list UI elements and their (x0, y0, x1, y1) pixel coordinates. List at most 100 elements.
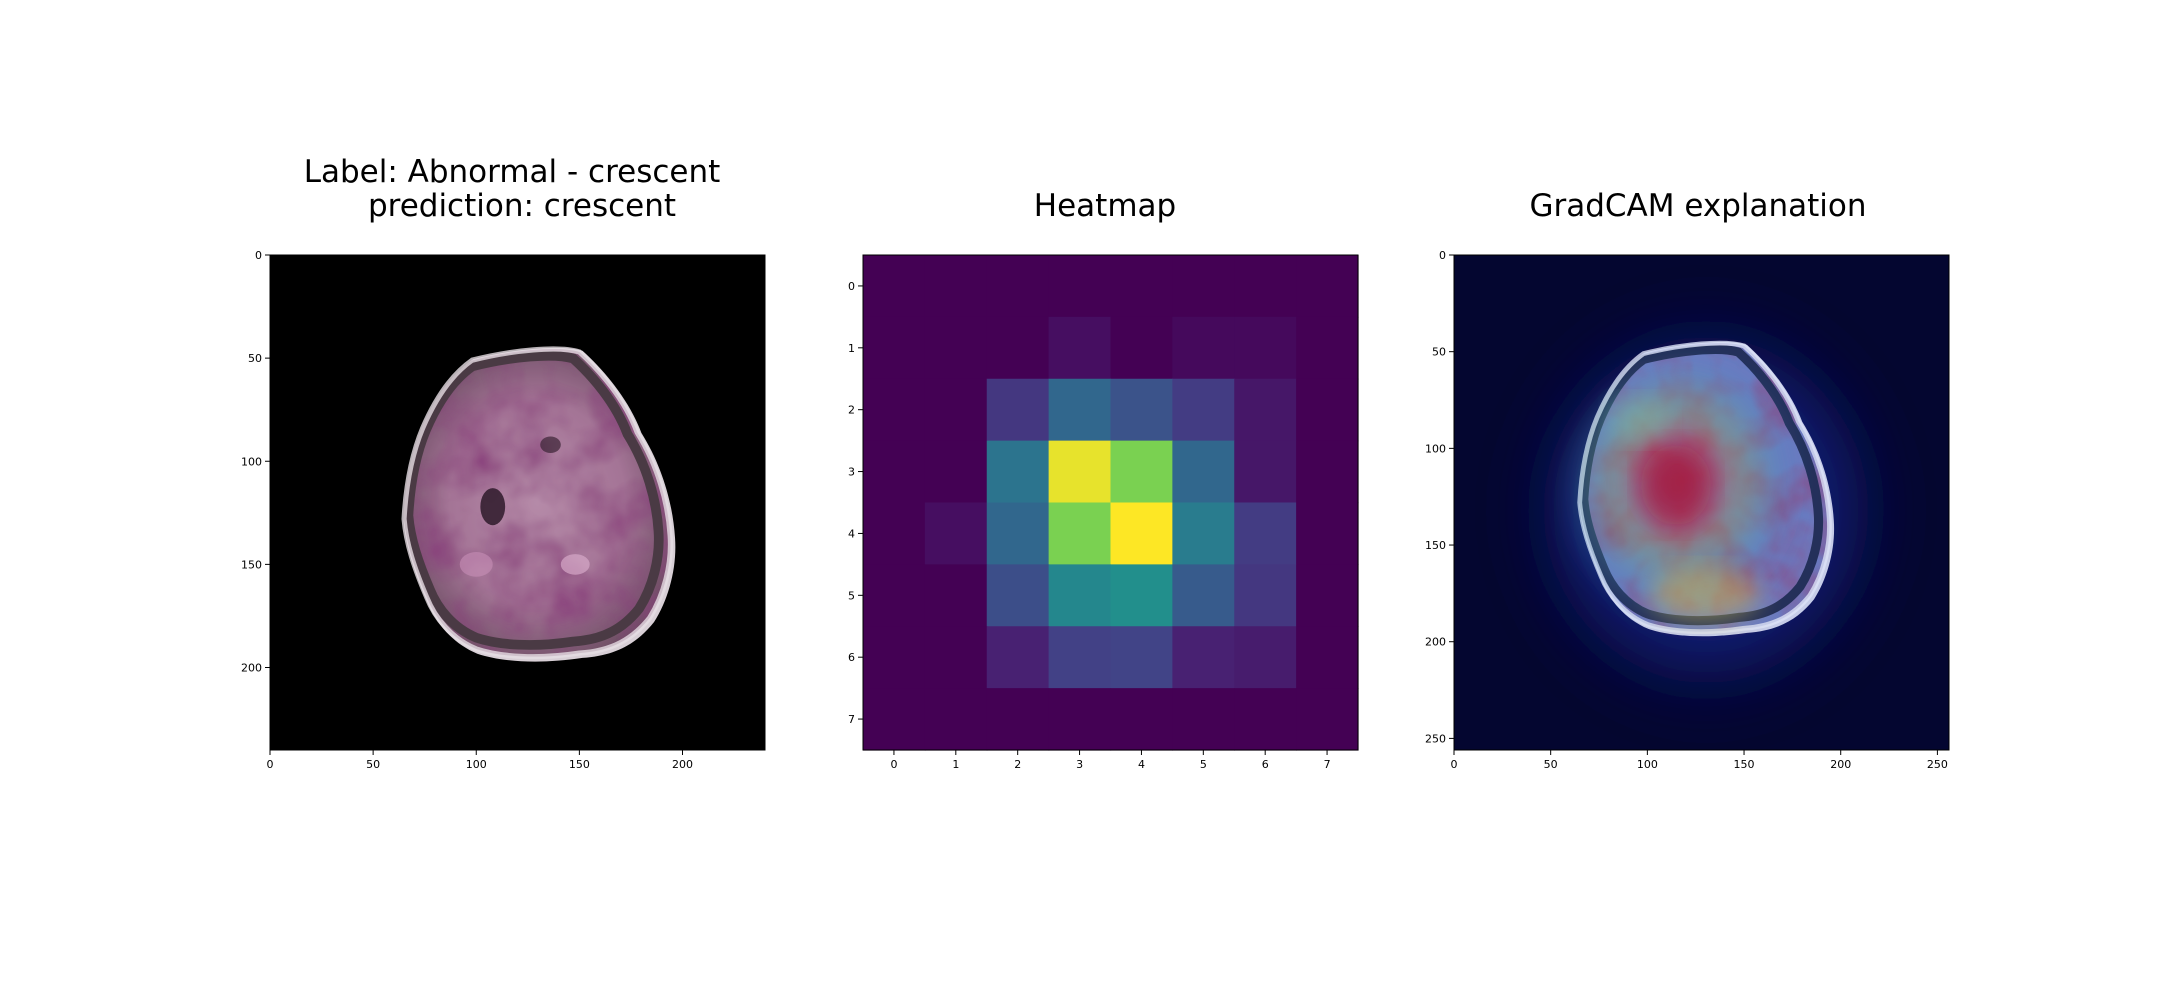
panel3-frame (1453, 254, 1950, 751)
heatmap-cell (1110, 378, 1173, 442)
panel2-axes: 0 1 2 3 4 5 6 7 0 1 2 3 4 5 6 7 (848, 280, 1331, 771)
panel2-title: Heatmap (1034, 188, 1176, 224)
heatmap-cell (1048, 564, 1112, 627)
y-tick-label: 5 (848, 589, 855, 602)
heatmap-cell (1234, 255, 1297, 318)
panel1-frame (269, 254, 766, 751)
heatmap-cell (1048, 502, 1112, 565)
heatmap-cell (1172, 440, 1235, 504)
heatmap-cell (863, 626, 926, 689)
heatmap-cell (1110, 440, 1173, 504)
heatmap-cell (986, 502, 1050, 565)
heatmap-cell (1172, 502, 1235, 565)
x-tick-label: 50 (1544, 758, 1558, 771)
y-tick-label: 250 (1425, 732, 1446, 745)
heatmap-cell (924, 255, 988, 318)
y-tick-label: 200 (1425, 636, 1446, 649)
y-tick-label: 1 (848, 342, 855, 355)
y-tick-label: 100 (1425, 442, 1446, 455)
x-tick-label: 7 (1324, 758, 1331, 771)
panel1-axes: 0 50 100 150 200 0 50 100 150 200 (241, 249, 693, 771)
heatmap-cell (1048, 440, 1112, 504)
heatmap-cell (863, 316, 926, 380)
y-tick-label: 150 (1425, 539, 1446, 552)
heatmap-cell (986, 378, 1050, 442)
x-tick-label: 200 (1830, 758, 1851, 771)
y-tick-label: 150 (241, 558, 262, 571)
panel1-title-line1: Label: Abnormal - crescent (304, 154, 721, 190)
heatmap-cell (863, 564, 926, 627)
panel-heatmap: Heatmap 0 1 2 3 4 5 6 7 0 1 2 3 4 5 6 7 (848, 188, 1359, 771)
x-tick-label: 5 (1200, 758, 1207, 771)
heatmap-cell (863, 440, 926, 504)
heatmap-cell (1296, 255, 1359, 318)
heatmap-cell (1296, 564, 1359, 627)
heatmap-cell (1234, 440, 1297, 504)
heatmap-cell (1172, 255, 1235, 318)
x-tick-label: 4 (1138, 758, 1145, 771)
x-tick-label: 150 (569, 758, 590, 771)
heatmap-cell (1172, 316, 1235, 380)
heatmap-cell (986, 316, 1050, 380)
x-tick-label: 1 (952, 758, 959, 771)
heatmap-cell (1172, 626, 1235, 689)
heatmap-cell (1234, 378, 1297, 442)
heatmap-cell (924, 626, 988, 689)
heatmap-cell (1110, 688, 1173, 751)
y-tick-label: 2 (848, 404, 855, 417)
heatmap-cell (1048, 255, 1112, 318)
y-tick-label: 200 (241, 662, 262, 675)
panel1-title-line2: prediction: crescent (368, 188, 676, 224)
heatmap-cell (1296, 502, 1359, 565)
heatmap-cell (863, 502, 926, 565)
heatmap-cell (1296, 688, 1359, 751)
panel3-title: GradCAM explanation (1529, 188, 1866, 224)
heatmap-cell (924, 564, 988, 627)
x-tick-label: 50 (366, 758, 380, 771)
heatmap-cell (924, 440, 988, 504)
heatmap-cell (863, 688, 926, 751)
y-tick-label: 0 (848, 280, 855, 293)
x-tick-label: 150 (1734, 758, 1755, 771)
heatmap-cell (1234, 502, 1297, 565)
heatmap-cell (1048, 378, 1112, 442)
x-tick-label: 100 (466, 758, 487, 771)
y-tick-label: 3 (848, 466, 855, 479)
x-tick-label: 100 (1637, 758, 1658, 771)
heatmap-cell (1172, 688, 1235, 751)
x-tick-label: 250 (1927, 758, 1948, 771)
panel-label-image: Label: Abnormal - crescent prediction: c… (241, 154, 766, 771)
heatmap-cell (1296, 626, 1359, 689)
heatmap-cell (924, 378, 988, 442)
y-tick-label: 100 (241, 455, 262, 468)
y-tick-label: 50 (1432, 346, 1446, 359)
y-tick-label: 50 (248, 352, 262, 365)
y-tick-label: 6 (848, 651, 855, 664)
heatmap-cell (1234, 688, 1297, 751)
x-tick-label: 200 (672, 758, 693, 771)
heatmap-cell (1234, 626, 1297, 689)
heatmap-cell (924, 688, 988, 751)
x-tick-label: 0 (890, 758, 897, 771)
panel1-glomerulus-photo (404, 348, 676, 662)
heatmap-cell (863, 378, 926, 442)
heatmap-cell (1110, 316, 1173, 380)
heatmap-cell (1234, 564, 1297, 627)
panel3-gradcam-overlay (1496, 285, 1916, 735)
x-tick-label: 0 (267, 758, 274, 771)
x-tick-label: 6 (1262, 758, 1269, 771)
heatmap-cells (863, 255, 1359, 751)
heatmap-cell (1110, 564, 1173, 627)
heatmap-cell (1110, 255, 1173, 318)
y-tick-label: 7 (848, 713, 855, 726)
panel3-axes: 0 50 100 150 200 250 0 50 100 150 200 250 (1425, 249, 1948, 771)
heatmap-cell (1048, 316, 1112, 380)
heatmap-cell (1110, 626, 1173, 689)
heatmap-cell (1172, 564, 1235, 627)
heatmap-cell (924, 316, 988, 380)
heatmap-cell (1296, 440, 1359, 504)
x-tick-label: 0 (1451, 758, 1458, 771)
y-tick-label: 0 (1439, 249, 1446, 262)
y-tick-label: 0 (255, 249, 262, 262)
